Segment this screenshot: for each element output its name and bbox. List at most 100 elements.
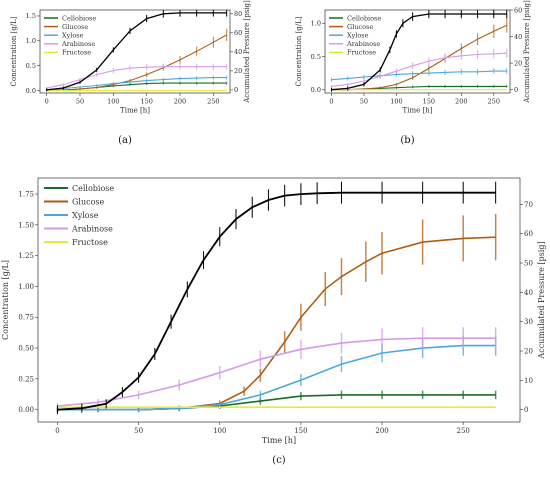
x-tick-label: 200 [174, 98, 186, 106]
y-tick-label: 1.0 [311, 20, 321, 28]
plot-frame [39, 9, 231, 94]
y2-tick-label: 70 [524, 201, 533, 209]
y2-tick-label: 80 [234, 10, 242, 18]
y-tick-label: 1.75 [18, 190, 34, 198]
y2-tick-label: 60 [234, 29, 242, 37]
chart-c: 0 50 100 150 200 2500.000.250.500.751.001.251… [1, 177, 546, 466]
x-axis-label: Time [h] [262, 436, 296, 445]
legend-label: Arabinose [71, 224, 113, 233]
y2-axis-label: Accumulated Pressure [psig] [243, 0, 251, 104]
y2-tick-label: 0 [524, 406, 528, 414]
x-tick-label: 0 [55, 427, 59, 435]
series-line-arabinose [331, 52, 507, 87]
y2-axis-label: Accumulated Pressure [psig] [537, 241, 546, 359]
y-tick-label: 0.50 [18, 345, 34, 353]
series-line-xylose [46, 77, 227, 91]
caption: (c) [272, 455, 286, 466]
y2-tick-label: 10 [524, 377, 533, 385]
x-tick-label: 150 [423, 98, 435, 106]
legend-label: Xylose [347, 31, 369, 39]
series-line-xylose [331, 70, 507, 81]
caption: (b) [400, 135, 414, 146]
x-tick-label: 0 [45, 98, 49, 106]
x-tick-label: 50 [76, 98, 84, 106]
legend-label: Glucose [347, 23, 373, 31]
x-tick-label: 100 [213, 427, 226, 435]
series-line-glucose [57, 236, 496, 411]
legend-label: Fructose [347, 49, 376, 57]
x-axis-label: Time [h] [120, 107, 150, 115]
y2-tick-label: 20 [514, 59, 522, 67]
y2-tick-label: 50 [524, 259, 533, 267]
y-tick-label: 1.25 [18, 252, 34, 260]
legend-label: Glucose [62, 23, 88, 31]
x-tick-label: 50 [360, 98, 368, 106]
y-tick-label: 0.75 [18, 314, 34, 322]
x-tick-label: 150 [294, 427, 307, 435]
y-tick-label: 0.5 [311, 53, 321, 61]
series-line-glucose [46, 34, 227, 92]
series-line-arabinose [46, 66, 227, 89]
legend-label: Xylose [62, 31, 84, 39]
x-tick-label: 200 [375, 427, 388, 435]
legend-label: Cellobiose [62, 14, 96, 22]
x-tick-label: 50 [134, 427, 143, 435]
pressure-line [46, 12, 227, 91]
plot-area [46, 10, 228, 92]
caption: (a) [118, 135, 132, 146]
y-tick-label: 0.0 [26, 87, 36, 95]
legend: Cellobiose Glucose Xylose Arabinose Fructose [44, 184, 114, 247]
y2-tick-label: 0 [514, 86, 518, 94]
legend-label: Arabinose [346, 40, 380, 48]
x-tick-label: 100 [107, 98, 119, 106]
y2-axis-label: Accumulated Pressure [psig] [523, 0, 531, 104]
x-tick-label: 0 [329, 98, 333, 106]
legend-label: Cellobiose [347, 14, 381, 22]
y2-tick-label: 40 [524, 289, 533, 297]
legend-label: Fructose [62, 49, 91, 57]
legend-label: Cellobiose [72, 184, 114, 193]
y2-tick-label: 20 [234, 67, 242, 75]
legend-label: Glucose [72, 197, 105, 206]
legend-label: Arabinose [61, 40, 95, 48]
y-tick-label: 0.00 [18, 406, 34, 414]
series-line-xylose [57, 344, 496, 411]
y2-tick-label: 60 [524, 230, 533, 238]
y2-tick-label: 30 [524, 318, 533, 326]
y2-tick-label: 40 [514, 33, 522, 41]
y-axis-label: Concentration [g/L] [1, 260, 10, 340]
plot-frame [324, 9, 511, 94]
plot-frame [37, 177, 521, 423]
pressure-line [57, 191, 496, 411]
y2-tick-label: 0 [234, 86, 238, 94]
y-axis-label: Concentration [g/L] [10, 16, 18, 86]
x-tick-label: 250 [207, 98, 219, 106]
x-axis-label: Time [h] [403, 107, 433, 115]
chart-b: 0 50 100 150 200 250 0.0 0.5 1.0 0 20 40 60 Time [h] C… [295, 0, 531, 146]
y-tick-label: 0.25 [18, 375, 34, 383]
x-tick-label: 150 [140, 98, 152, 106]
y-tick-label: 1.00 [18, 283, 34, 291]
y-tick-label: 1.50 [18, 221, 34, 229]
y2-tick-label: 20 [524, 347, 533, 355]
x-tick-label: 200 [455, 98, 467, 106]
plot-area [330, 10, 508, 92]
y-tick-label: 0.5 [26, 62, 36, 70]
pressure-line [331, 13, 507, 91]
y-axis-label: Concentration [g/L] [295, 16, 303, 86]
legend-label: Xylose [72, 211, 99, 220]
legend-label: Fructose [72, 238, 108, 247]
x-tick-label: 250 [488, 98, 500, 106]
x-tick-label: 250 [457, 427, 470, 435]
y-tick-label: 1.0 [26, 37, 36, 45]
y2-tick-label: 40 [234, 48, 242, 56]
plot-area [56, 181, 497, 415]
y2-tick-label: 60 [514, 6, 522, 14]
x-tick-label: 100 [390, 98, 402, 106]
chart-a: 0 50 100 150 200 250 0.0 0.5 1.0 1.5 0 20 40 60 80 Time… [10, 0, 251, 146]
series-line-arabinose [57, 337, 496, 407]
y-tick-label: 1.5 [26, 12, 36, 20]
